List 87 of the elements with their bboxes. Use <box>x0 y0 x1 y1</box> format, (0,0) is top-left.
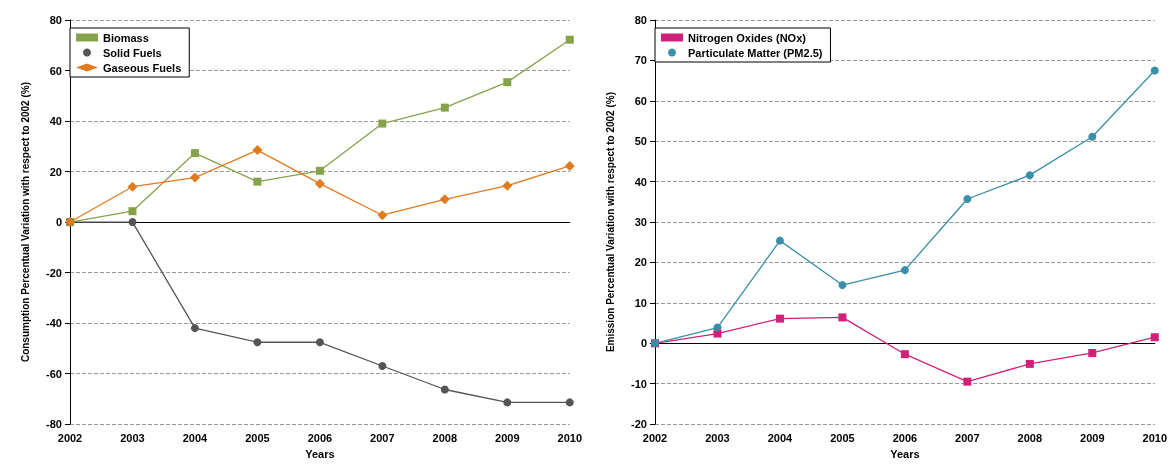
x-tick-label: 2007 <box>955 431 980 444</box>
y-axis-title: Emission Percentual Variation with respect to 2002 (%) <box>604 92 616 353</box>
legend-label: Particulate Matter (PM2.5) <box>688 46 823 59</box>
point <box>315 166 324 175</box>
x-tick-label: 2010 <box>1142 431 1168 444</box>
x-axis-title: Years <box>305 447 335 460</box>
y-tick-label: 60 <box>634 94 647 107</box>
point <box>1088 132 1097 141</box>
y-tick-label: -20 <box>631 418 647 431</box>
x-axis-title: Years <box>890 447 920 460</box>
y-tick-label: 20 <box>634 256 647 269</box>
y-tick-label: 80 <box>49 14 62 26</box>
y-tick-label: 50 <box>634 135 647 148</box>
point <box>900 266 909 275</box>
y-tick-label: 20 <box>49 165 62 178</box>
x-tick-label: 2010 <box>557 431 583 444</box>
point <box>565 35 574 44</box>
point <box>439 194 450 205</box>
point <box>128 207 137 216</box>
x-tick-label: 2005 <box>245 431 270 444</box>
y-axis-title: Consumption Percentual Variation with respect to 2002 (%) <box>19 82 31 363</box>
point <box>128 218 137 227</box>
legend-label: Solid Fuels <box>103 46 162 59</box>
y-tick-label: -10 <box>631 377 647 390</box>
y-tick-label: 80 <box>634 14 647 26</box>
point <box>502 180 513 191</box>
point <box>253 177 262 186</box>
x-tick-label: 2007 <box>370 431 395 444</box>
point <box>253 338 262 347</box>
point <box>378 119 387 128</box>
point <box>378 362 387 371</box>
y-tick-label: -80 <box>46 418 62 431</box>
y-tick-label: 30 <box>634 216 647 229</box>
point <box>1025 171 1034 180</box>
point <box>838 313 847 322</box>
legend-label: Nitrogen Oxides (NOx) <box>688 31 807 44</box>
x-tick-label: 2003 <box>120 431 145 444</box>
legend-label: Biomass <box>103 31 149 44</box>
point <box>775 236 784 245</box>
x-tick-label: 2002 <box>642 431 668 444</box>
x-tick-label: 2005 <box>830 431 855 444</box>
point <box>775 314 784 323</box>
x-tick-label: 2009 <box>495 431 520 444</box>
point <box>963 195 972 204</box>
point <box>190 324 199 333</box>
x-tick-label: 2004 <box>767 431 794 444</box>
y-tick-label: 10 <box>634 296 647 309</box>
point <box>440 385 449 394</box>
point <box>252 145 263 156</box>
x-tick-label: 2008 <box>1017 431 1043 444</box>
point <box>189 172 200 183</box>
y-tick-label: 40 <box>49 115 62 128</box>
point <box>503 78 512 87</box>
point <box>315 338 324 347</box>
y-tick-label: 0 <box>640 337 647 350</box>
legend-label: Gaseous Fuels <box>103 61 182 74</box>
x-tick-label: 2002 <box>57 431 83 444</box>
point <box>565 398 574 407</box>
point <box>190 149 199 158</box>
point <box>1025 359 1034 368</box>
y-tick-label: 60 <box>49 64 62 77</box>
x-tick-label: 2009 <box>1080 431 1105 444</box>
x-tick-label: 2006 <box>307 431 333 444</box>
y-tick-label: -60 <box>46 367 62 380</box>
point <box>963 377 972 386</box>
point <box>127 181 138 192</box>
x-tick-label: 2008 <box>432 431 458 444</box>
point <box>440 103 449 112</box>
y-tick-label: -40 <box>46 317 62 330</box>
x-tick-label: 2003 <box>705 431 730 444</box>
x-tick-label: 2004 <box>182 431 209 444</box>
y-tick-label: 70 <box>634 54 647 67</box>
point <box>1150 66 1159 75</box>
point <box>900 350 909 359</box>
y-tick-label: -20 <box>46 266 62 279</box>
point <box>503 398 512 407</box>
point <box>838 281 847 290</box>
x-tick-label: 2006 <box>892 431 918 444</box>
point <box>1088 348 1097 357</box>
point <box>713 323 722 332</box>
point <box>314 178 325 189</box>
point <box>377 210 388 221</box>
y-tick-label: 0 <box>55 216 62 229</box>
point <box>1150 333 1159 342</box>
point <box>564 160 575 171</box>
point <box>713 329 722 338</box>
y-tick-label: 40 <box>634 175 647 188</box>
